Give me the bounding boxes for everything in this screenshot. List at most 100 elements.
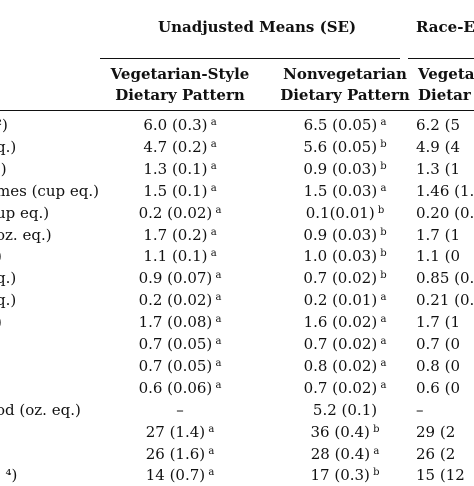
row-label: up eq.) <box>0 203 50 222</box>
significance-superscript: b <box>374 204 385 216</box>
table-row: .) 1.3 (0.1) a 0.9 (0.03) b 1.3 (1 <box>0 158 474 180</box>
significance-superscript: a <box>212 204 222 216</box>
significance-superscript: b <box>377 138 387 150</box>
table-row: mes (cup eq.) 1.5 (0.1) a 1.5 (0.03) a 1.46… <box>0 180 474 202</box>
cell-vegetarian-adjusted: 4.9 (4 <box>416 137 461 156</box>
table-row: 0.7 (0.05) a 0.8 (0.02) a 0.8 (0 <box>0 355 474 377</box>
significance-superscript: a <box>207 182 217 194</box>
cell-nonvegetarian: 0.2 (0.01) a <box>303 291 387 310</box>
cell-vegetarian: 0.7 (0.05) a <box>138 356 222 375</box>
row-label: oz. eq.) <box>0 225 52 244</box>
subheader-nonvegetarian: Nonvegetarian Dietary Pattern <box>280 65 410 104</box>
significance-superscript: a <box>207 160 217 172</box>
cell-nonvegetarian: 1.5 (0.03) a <box>303 181 387 200</box>
cell-nonvegetarian: 0.8 (0.02) a <box>303 356 387 375</box>
cell-vegetarian: 0.2 (0.02) a <box>138 203 222 222</box>
table-row: od (oz. eq.) – 5.2 (0.1) – <box>0 399 474 421</box>
cell-vegetarian-adjusted: 0.6 (0 <box>416 378 461 397</box>
cell-vegetarian-adjusted: 0.7 (0 <box>416 335 461 353</box>
cell-nonvegetarian: 5.2 (0.1) <box>312 400 378 419</box>
significance-superscript: a <box>377 182 387 194</box>
cell-nonvegetarian: 1.0 (0.03) b <box>303 247 387 266</box>
table-row: q.) 4.7 (0.2) a 5.6 (0.05) b 4.9 (4 <box>0 136 474 158</box>
cell-vegetarian-adjusted: 1.1 (0 <box>416 247 461 266</box>
cell-vegetarian-adjusted: 1.7 (1 <box>416 313 461 332</box>
table-row: ²) 6.0 (0.3) a 6.5 (0.05) a 6.2 (5 <box>0 114 474 136</box>
group-rule-2 <box>408 58 474 59</box>
significance-superscript: a <box>377 292 387 304</box>
significance-superscript: a <box>207 226 217 238</box>
significance-superscript: b <box>369 423 380 435</box>
table-row: ) 1.1 (0.1) a 1.0 (0.03) b 1.1 (0 <box>0 245 474 267</box>
table-row: ) 1.7 (0.08) a 1.6 (0.02) a 1.7 (1 <box>0 311 474 333</box>
cell-nonvegetarian: 28 (0.4) a <box>310 444 380 463</box>
significance-superscript: a <box>207 117 217 128</box>
cell-vegetarian-adjusted: 29 (2 <box>416 422 456 441</box>
cell-nonvegetarian: 0.9 (0.03) b <box>303 225 387 244</box>
table-row: 27 (1.4) a 36 (0.4) b 29 (2 <box>0 421 474 443</box>
cell-vegetarian-adjusted: 1.7 (1 <box>416 225 461 244</box>
significance-superscript: b <box>377 248 387 260</box>
group-header-race-ethnicity: Race-Et <box>416 18 474 36</box>
significance-superscript: a <box>212 314 222 326</box>
cell-nonvegetarian: 0.7 (0.02) a <box>303 378 387 397</box>
table-row: 0.7 (0.05) a 0.7 (0.02) a 0.7 (0 <box>0 333 474 355</box>
cell-vegetarian: 27 (1.4) a <box>145 422 215 441</box>
cell-vegetarian: 0.6 (0.06) a <box>138 378 222 397</box>
cell-vegetarian-adjusted: 26 (2 <box>416 444 456 463</box>
cell-vegetarian: 6.0 (0.3) a <box>143 116 217 134</box>
cell-nonvegetarian: 1.6 (0.02) a <box>303 313 387 332</box>
cell-vegetarian-adjusted: – <box>416 400 424 419</box>
cell-vegetarian: – <box>176 400 184 419</box>
significance-superscript: a <box>207 138 217 150</box>
cell-nonvegetarian: 0.9 (0.03) b <box>303 159 387 178</box>
row-label: ) <box>0 311 2 333</box>
significance-superscript: b <box>377 270 387 282</box>
cell-vegetarian: 0.9 (0.07) a <box>138 269 222 288</box>
row-label: , ⁴) <box>0 466 18 485</box>
cell-vegetarian: 4.7 (0.2) a <box>143 137 217 156</box>
cell-vegetarian-adjusted: 1.3 (1 <box>416 159 461 178</box>
table-fragment: Unadjusted Means (SE) Race-Et Vegetarian… <box>0 18 474 484</box>
cell-vegetarian-adjusted: 0.21 (0.1 <box>416 291 474 310</box>
group-header-unadjusted: Unadjusted Means (SE) <box>158 18 357 36</box>
row-label: q.) <box>0 269 17 288</box>
significance-superscript: a <box>212 336 222 347</box>
table-row: 26 (1.6) a 28 (0.4) a 26 (2 <box>0 443 474 465</box>
cell-vegetarian: 0.7 (0.05) a <box>138 335 222 353</box>
cell-vegetarian: 1.7 (0.08) a <box>138 313 222 332</box>
cell-vegetarian: 1.3 (0.1) a <box>143 159 217 178</box>
significance-superscript: b <box>377 226 387 238</box>
cell-vegetarian: 1.7 (0.2) a <box>143 225 217 244</box>
significance-superscript: b <box>377 160 387 172</box>
cell-nonvegetarian: 0.1(0.01) b <box>305 203 385 222</box>
table-row: oz. eq.) 1.7 (0.2) a 0.9 (0.03) b 1.7 (1 <box>0 224 474 246</box>
significance-superscript: a <box>205 467 215 479</box>
significance-superscript: a <box>212 379 222 391</box>
cell-vegetarian-adjusted: 6.2 (5 <box>416 116 461 134</box>
significance-superscript: b <box>369 467 380 479</box>
row-label: mes (cup eq.) <box>0 181 99 200</box>
significance-superscript: a <box>377 314 387 326</box>
row-label: ²) <box>0 116 8 134</box>
cell-vegetarian-adjusted: 0.20 (0.1 <box>416 203 474 222</box>
cell-vegetarian: 1.1 (0.1) a <box>143 247 217 266</box>
cell-nonvegetarian: 36 (0.4) b <box>310 422 380 441</box>
subheader-vegetarian-adjusted: Vegetar Dietar <box>418 65 474 104</box>
significance-superscript: a <box>212 270 222 282</box>
significance-superscript: a <box>377 357 387 369</box>
cell-vegetarian: 1.5 (0.1) a <box>143 181 217 200</box>
significance-superscript: a <box>205 445 215 457</box>
table-row: q.) 0.2 (0.02) a 0.2 (0.01) a 0.21 (0.1 <box>0 289 474 311</box>
row-label: q.) <box>0 291 17 310</box>
subheader-vegetarian: Vegetarian-Style Dietary Pattern <box>110 65 250 104</box>
row-label: ) <box>0 245 2 267</box>
significance-superscript: a <box>377 117 387 128</box>
table-row: up eq.) 0.2 (0.02) a 0.1(0.01) b 0.20 (0.1 <box>0 202 474 224</box>
row-label: q.) <box>0 137 17 156</box>
table-row: , ⁴) 14 (0.7) a 17 (0.3) b 15 (12 <box>0 464 474 486</box>
significance-superscript: a <box>377 336 387 347</box>
cell-nonvegetarian: 6.5 (0.05) a <box>303 116 387 134</box>
significance-superscript: a <box>212 357 222 369</box>
cell-vegetarian-adjusted: 15 (12 <box>416 466 465 485</box>
